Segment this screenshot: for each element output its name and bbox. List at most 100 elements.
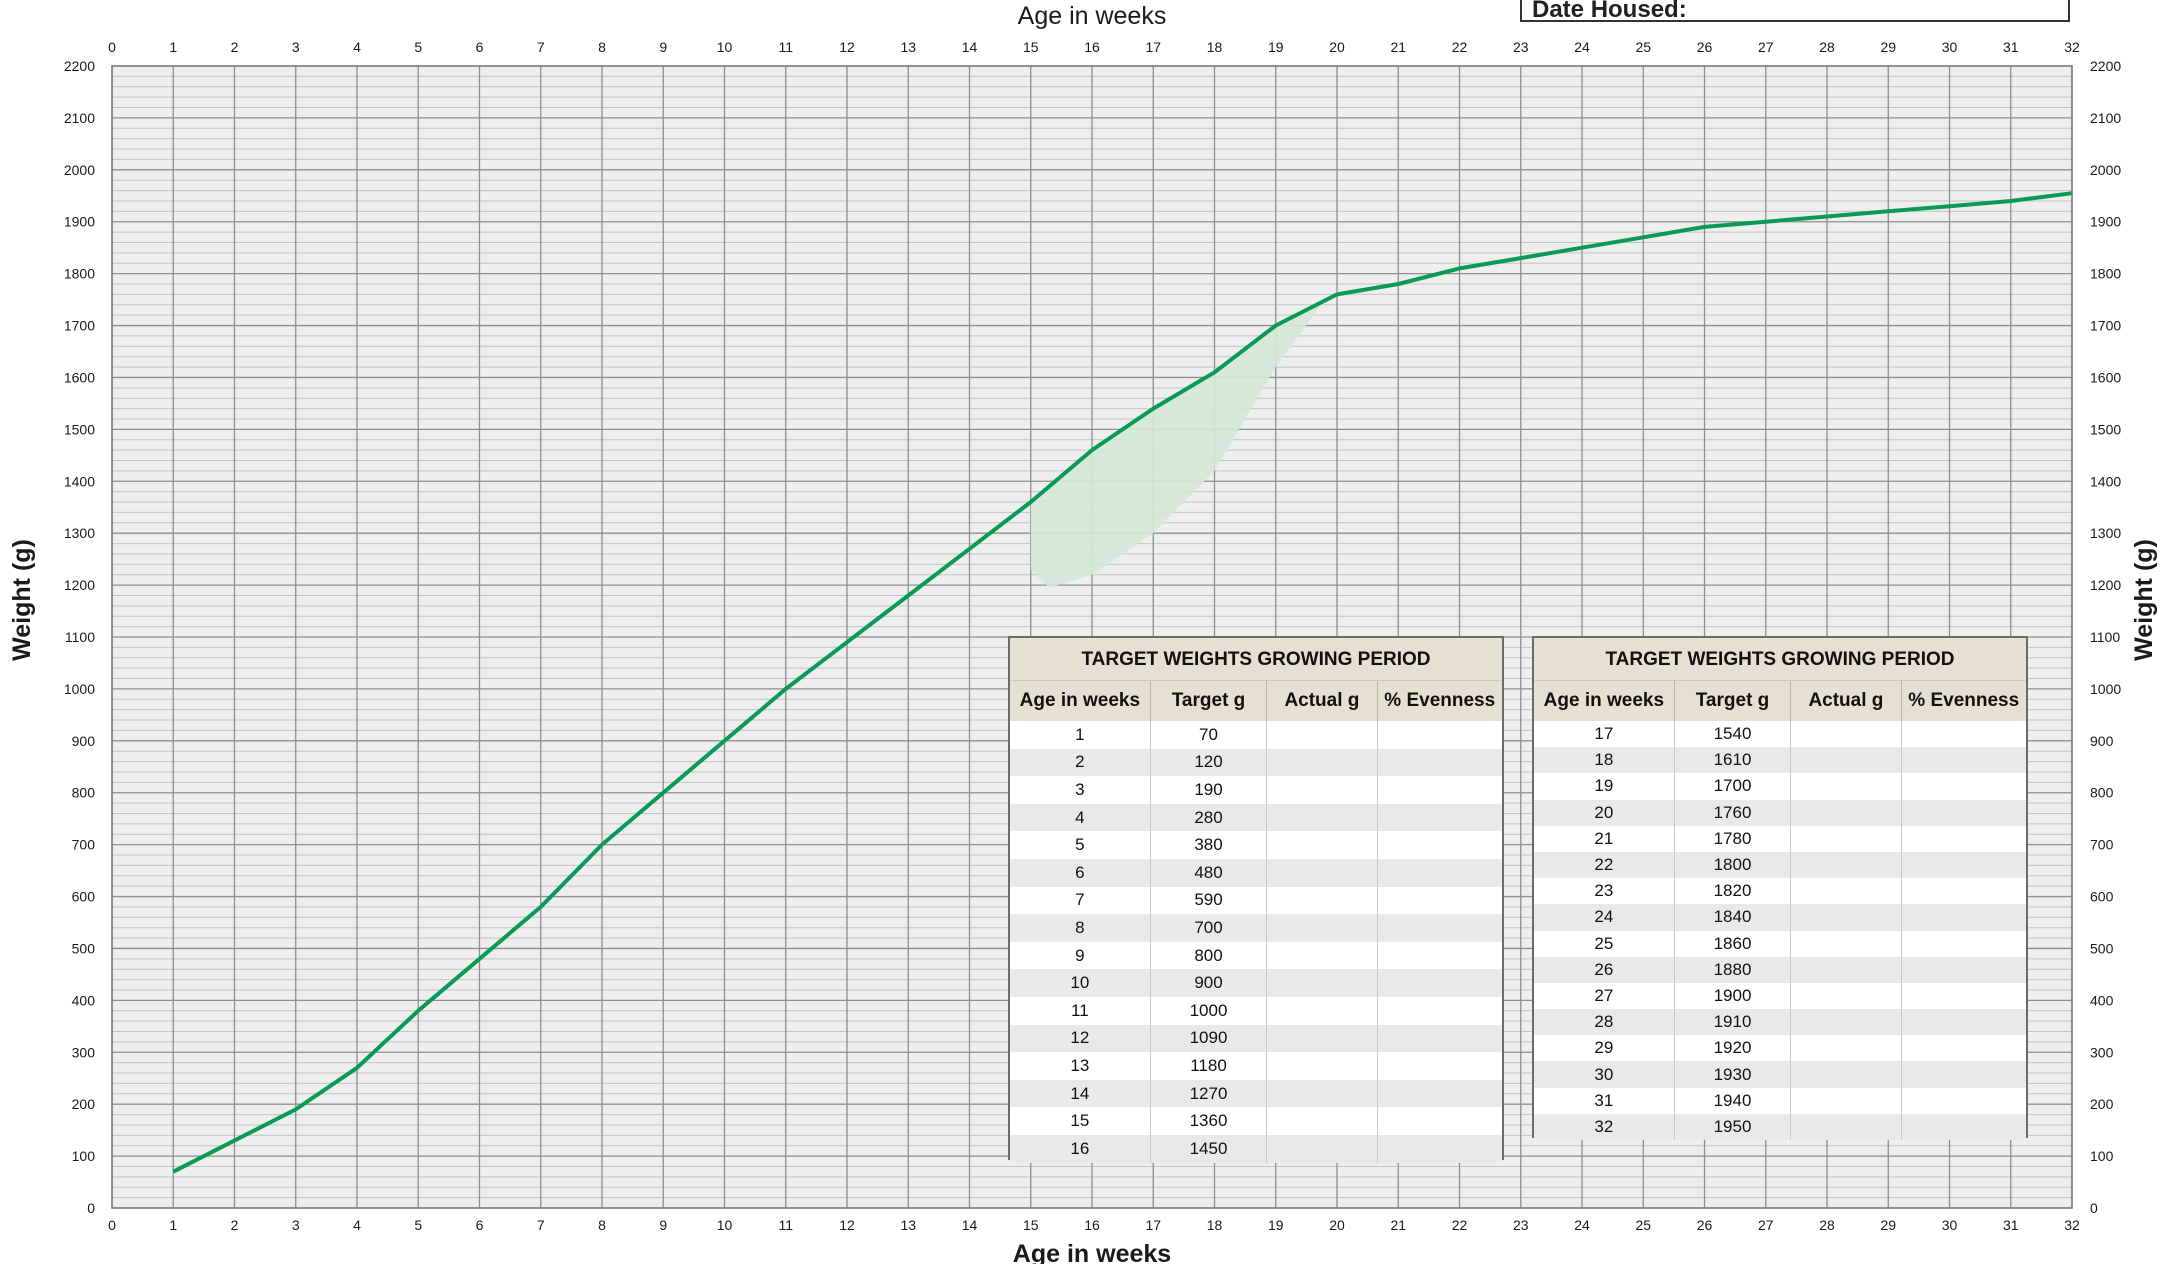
cell-evenness[interactable]	[1377, 914, 1502, 942]
cell-evenness[interactable]	[1901, 931, 2026, 957]
cell-evenness[interactable]	[1377, 1024, 1502, 1053]
cell-evenness[interactable]	[1377, 721, 1502, 749]
y-tick-label-right: 800	[2090, 785, 2114, 801]
x-tick-label-top: 5	[414, 39, 422, 55]
cell-evenness[interactable]	[1901, 826, 2026, 852]
x-tick-label-bottom: 24	[1574, 1217, 1590, 1233]
x-tick-label-bottom: 25	[1635, 1217, 1651, 1233]
cell-evenness[interactable]	[1901, 773, 2026, 799]
cell-actual[interactable]	[1266, 969, 1378, 997]
cell-evenness[interactable]	[1377, 942, 1502, 970]
cell-actual[interactable]	[1266, 1024, 1378, 1053]
date-housed-field[interactable]: Date Housed:	[1520, 0, 2070, 23]
cell-actual[interactable]	[1266, 831, 1378, 859]
cell-evenness[interactable]	[1377, 1134, 1502, 1163]
cell-actual[interactable]	[1266, 996, 1378, 1025]
x-tick-label-bottom: 1	[169, 1217, 177, 1233]
cell-actual[interactable]	[1790, 825, 1902, 852]
cell-target: 1950	[1674, 1113, 1792, 1140]
y-tick-label-left: 300	[72, 1044, 96, 1060]
cell-actual[interactable]	[1266, 776, 1378, 804]
cell-evenness[interactable]	[1377, 997, 1502, 1025]
cell-evenness[interactable]	[1901, 1061, 2026, 1088]
cell-actual[interactable]	[1790, 721, 1902, 748]
cell-evenness[interactable]	[1901, 1035, 2026, 1061]
y-tick-label-right: 500	[2090, 940, 2114, 956]
x-tick-label-top: 28	[1819, 39, 1835, 55]
y-tick-label-left: 1800	[64, 266, 95, 282]
table-row: 24 1840	[1534, 904, 2026, 931]
y-tick-label-right: 100	[2090, 1148, 2114, 1164]
cell-evenness[interactable]	[1377, 969, 1502, 997]
cell-evenness[interactable]	[1901, 878, 2026, 904]
y-tick-label-left: 200	[72, 1096, 96, 1112]
cell-evenness[interactable]	[1901, 983, 2026, 1009]
table-row: 9 800	[1010, 941, 1502, 970]
cell-actual[interactable]	[1266, 886, 1378, 915]
cell-evenness[interactable]	[1377, 887, 1502, 915]
cell-evenness[interactable]	[1901, 747, 2026, 774]
cell-target: 280	[1150, 803, 1268, 832]
cell-actual[interactable]	[1790, 930, 1902, 957]
cell-evenness[interactable]	[1901, 851, 2026, 879]
col-header-age: Age in weeks	[1534, 681, 1675, 721]
cell-evenness[interactable]	[1377, 831, 1502, 859]
cell-evenness[interactable]	[1901, 956, 2026, 983]
cell-evenness[interactable]	[1377, 1079, 1502, 1108]
cell-evenness[interactable]	[1377, 858, 1502, 887]
cell-evenness[interactable]	[1901, 1088, 2026, 1114]
cell-actual[interactable]	[1790, 956, 1902, 983]
cell-actual[interactable]	[1266, 721, 1378, 749]
cell-actual[interactable]	[1266, 748, 1378, 777]
cell-actual[interactable]	[1790, 982, 1902, 1010]
x-tick-label-bottom: 21	[1390, 1217, 1406, 1233]
cell-actual[interactable]	[1790, 799, 1902, 826]
cell-evenness[interactable]	[1901, 799, 2026, 826]
cell-evenness[interactable]	[1377, 803, 1502, 832]
cell-actual[interactable]	[1266, 914, 1378, 942]
cell-actual[interactable]	[1790, 1087, 1902, 1114]
cell-actual[interactable]	[1790, 904, 1902, 931]
cell-actual[interactable]	[1266, 941, 1378, 970]
cell-evenness[interactable]	[1901, 721, 2026, 747]
cell-actual[interactable]	[1266, 1079, 1378, 1108]
cell-actual[interactable]	[1790, 851, 1902, 879]
cell-target: 1800	[1674, 851, 1792, 879]
table-row: 4 280	[1010, 803, 1502, 832]
y-axis-title-left: Weight (g)	[8, 539, 36, 661]
x-tick-label-top: 12	[839, 39, 855, 55]
y-tick-label-right: 1100	[2090, 629, 2120, 645]
x-tick-label-top: 17	[1145, 39, 1161, 55]
cell-target: 590	[1150, 886, 1268, 915]
cell-target: 1270	[1150, 1079, 1268, 1108]
cell-actual[interactable]	[1266, 1134, 1378, 1163]
cell-age: 15	[1010, 1107, 1151, 1135]
x-tick-label-top: 32	[2064, 39, 2080, 55]
cell-evenness[interactable]	[1377, 1052, 1502, 1080]
x-tick-label-bottom: 9	[659, 1217, 667, 1233]
cell-evenness[interactable]	[1377, 748, 1502, 777]
table-row: 1 70	[1010, 721, 1502, 749]
cell-evenness[interactable]	[1901, 1009, 2026, 1036]
cell-evenness[interactable]	[1901, 1113, 2026, 1140]
cell-actual[interactable]	[1266, 1107, 1378, 1135]
x-tick-label-top: 8	[598, 39, 606, 55]
cell-actual[interactable]	[1790, 773, 1902, 800]
cell-actual[interactable]	[1790, 1061, 1902, 1088]
cell-evenness[interactable]	[1901, 904, 2026, 931]
cell-actual[interactable]	[1790, 1009, 1902, 1036]
cell-actual[interactable]	[1790, 878, 1902, 905]
cell-actual[interactable]	[1790, 1113, 1902, 1140]
cell-age: 18	[1534, 747, 1675, 774]
cell-actual[interactable]	[1266, 858, 1378, 887]
cell-evenness[interactable]	[1377, 776, 1502, 804]
cell-actual[interactable]	[1790, 747, 1902, 774]
x-tick-label-bottom: 31	[2003, 1217, 2019, 1233]
cell-evenness[interactable]	[1377, 1107, 1502, 1135]
x-tick-label-bottom: 28	[1819, 1217, 1835, 1233]
x-tick-label-bottom: 19	[1268, 1217, 1284, 1233]
cell-actual[interactable]	[1266, 803, 1378, 832]
cell-actual[interactable]	[1790, 1035, 1902, 1062]
col-header-evenness: % Evenness	[1901, 681, 2026, 721]
cell-actual[interactable]	[1266, 1052, 1378, 1080]
